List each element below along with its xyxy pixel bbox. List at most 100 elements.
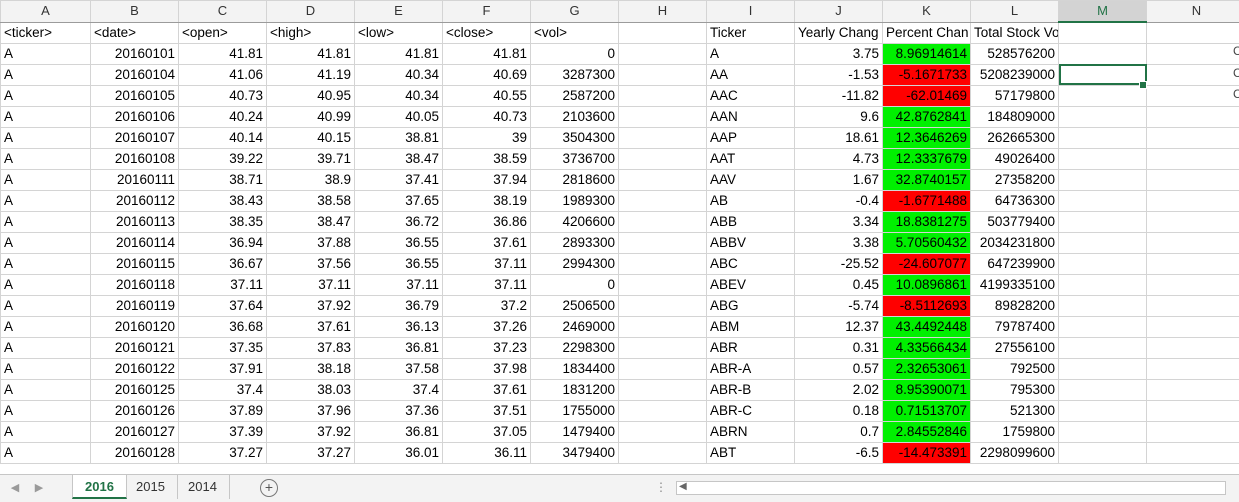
cell-k8[interactable]: 32.8740157: [883, 169, 971, 190]
cell-d18[interactable]: 38.03: [267, 379, 355, 400]
cell-i17[interactable]: ABR-A: [707, 358, 795, 379]
cell-g1[interactable]: <vol>: [531, 22, 619, 43]
cell-h7[interactable]: [619, 148, 707, 169]
cell-h19[interactable]: [619, 400, 707, 421]
sheet-tab-2015[interactable]: 2015: [124, 475, 178, 499]
cell-i5[interactable]: AAN: [707, 106, 795, 127]
cell-c7[interactable]: 39.22: [179, 148, 267, 169]
cell-n11[interactable]: [1147, 232, 1239, 253]
cell-m18[interactable]: [1059, 379, 1147, 400]
cell-k13[interactable]: 10.0896861: [883, 274, 971, 295]
column-header-a[interactable]: A: [1, 1, 91, 23]
cell-e8[interactable]: 37.41: [355, 169, 443, 190]
cell-c5[interactable]: 40.24: [179, 106, 267, 127]
cell-k4[interactable]: -62.01469: [883, 85, 971, 106]
cell-f20[interactable]: 37.05: [443, 421, 531, 442]
cell-l3[interactable]: 5208239000: [971, 64, 1059, 85]
cell-b7[interactable]: 20160108: [91, 148, 179, 169]
cell-c21[interactable]: 37.27: [179, 442, 267, 463]
cell-j11[interactable]: 3.38: [795, 232, 883, 253]
cell-e7[interactable]: 38.47: [355, 148, 443, 169]
cell-n21[interactable]: [1147, 442, 1239, 463]
cell-i11[interactable]: ABBV: [707, 232, 795, 253]
cell-d1[interactable]: <high>: [267, 22, 355, 43]
cell-d11[interactable]: 37.88: [267, 232, 355, 253]
cell-e18[interactable]: 37.4: [355, 379, 443, 400]
cell-a15[interactable]: A: [1, 316, 91, 337]
cell-d15[interactable]: 37.61: [267, 316, 355, 337]
cell-d12[interactable]: 37.56: [267, 253, 355, 274]
cell-b15[interactable]: 20160120: [91, 316, 179, 337]
column-header-i[interactable]: I: [707, 1, 795, 23]
cell-e17[interactable]: 37.58: [355, 358, 443, 379]
cell-l18[interactable]: 795300: [971, 379, 1059, 400]
fill-handle[interactable]: [1139, 81, 1147, 89]
cell-h15[interactable]: [619, 316, 707, 337]
cell-m17[interactable]: [1059, 358, 1147, 379]
cell-e13[interactable]: 37.11: [355, 274, 443, 295]
cell-n12[interactable]: [1147, 253, 1239, 274]
cell-b3[interactable]: 20160104: [91, 64, 179, 85]
cell-b4[interactable]: 20160105: [91, 85, 179, 106]
cell-e10[interactable]: 36.72: [355, 211, 443, 232]
column-header-n[interactable]: N: [1147, 1, 1239, 23]
cell-i2[interactable]: A: [707, 43, 795, 64]
cell-g20[interactable]: 1479400: [531, 421, 619, 442]
cell-g9[interactable]: 1989300: [531, 190, 619, 211]
cell-n13[interactable]: [1147, 274, 1239, 295]
cell-m10[interactable]: [1059, 211, 1147, 232]
cell-j20[interactable]: 0.7: [795, 421, 883, 442]
cell-e14[interactable]: 36.79: [355, 295, 443, 316]
cell-b1[interactable]: <date>: [91, 22, 179, 43]
cell-n7[interactable]: [1147, 148, 1239, 169]
cell-i16[interactable]: ABR: [707, 337, 795, 358]
cell-d8[interactable]: 38.9: [267, 169, 355, 190]
cell-l4[interactable]: 57179800: [971, 85, 1059, 106]
cell-l19[interactable]: 521300: [971, 400, 1059, 421]
cell-f9[interactable]: 38.19: [443, 190, 531, 211]
cell-m9[interactable]: [1059, 190, 1147, 211]
cell-j3[interactable]: -1.53: [795, 64, 883, 85]
cell-f16[interactable]: 37.23: [443, 337, 531, 358]
cell-j14[interactable]: -5.74: [795, 295, 883, 316]
cell-c3[interactable]: 41.06: [179, 64, 267, 85]
cell-b13[interactable]: 20160118: [91, 274, 179, 295]
cell-e6[interactable]: 38.81: [355, 127, 443, 148]
cell-f18[interactable]: 37.61: [443, 379, 531, 400]
cell-l8[interactable]: 27358200: [971, 169, 1059, 190]
cell-e21[interactable]: 36.01: [355, 442, 443, 463]
cell-a13[interactable]: A: [1, 274, 91, 295]
cell-d10[interactable]: 38.47: [267, 211, 355, 232]
cell-a11[interactable]: A: [1, 232, 91, 253]
cell-j16[interactable]: 0.31: [795, 337, 883, 358]
cell-h11[interactable]: [619, 232, 707, 253]
cell-i21[interactable]: ABT: [707, 442, 795, 463]
cell-l10[interactable]: 503779400: [971, 211, 1059, 232]
cell-m2[interactable]: [1059, 43, 1147, 64]
cell-k1[interactable]: Percent Chan: [883, 22, 971, 43]
sheet-tab-2014[interactable]: 2014: [176, 475, 230, 499]
cell-k6[interactable]: 12.3646269: [883, 127, 971, 148]
cell-n19[interactable]: [1147, 400, 1239, 421]
cell-j1[interactable]: Yearly Chang: [795, 22, 883, 43]
cell-i13[interactable]: ABEV: [707, 274, 795, 295]
sheet-tab-2016[interactable]: 2016: [72, 475, 127, 499]
cell-h16[interactable]: [619, 337, 707, 358]
cell-f17[interactable]: 37.98: [443, 358, 531, 379]
cell-j7[interactable]: 4.73: [795, 148, 883, 169]
cell-n16[interactable]: [1147, 337, 1239, 358]
cell-i10[interactable]: ABB: [707, 211, 795, 232]
cell-d16[interactable]: 37.83: [267, 337, 355, 358]
cell-j10[interactable]: 3.34: [795, 211, 883, 232]
cell-k10[interactable]: 18.8381275: [883, 211, 971, 232]
column-header-b[interactable]: B: [91, 1, 179, 23]
cell-f5[interactable]: 40.73: [443, 106, 531, 127]
cell-h12[interactable]: [619, 253, 707, 274]
cell-k20[interactable]: 2.84552846: [883, 421, 971, 442]
cell-k9[interactable]: -1.6771488: [883, 190, 971, 211]
tab-splitter-handle[interactable]: ⋮: [655, 480, 667, 494]
cell-i18[interactable]: ABR-B: [707, 379, 795, 400]
column-header-e[interactable]: E: [355, 1, 443, 23]
cell-l6[interactable]: 262665300: [971, 127, 1059, 148]
cell-c4[interactable]: 40.73: [179, 85, 267, 106]
